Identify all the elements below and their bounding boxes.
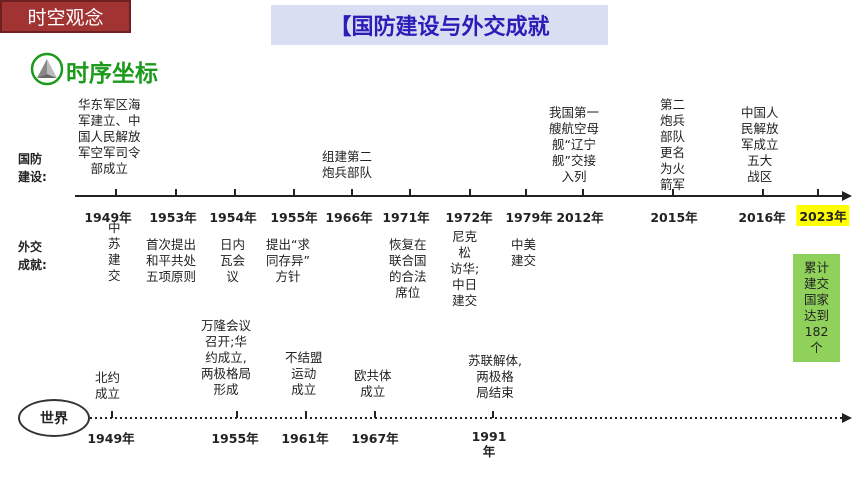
section-badge: 时空观念 [0, 0, 131, 33]
diplomacy-event: 提出“求 同存异” 方针 [266, 237, 310, 284]
diplomacy-event: 中美 建交 [511, 237, 537, 268]
diplomacy-event: 恢复在 联合国 的合法 席位 [389, 237, 427, 300]
year-label: 2015年 [650, 210, 698, 225]
world-year-label: 1949年 [87, 431, 135, 446]
world-label: 世界 [18, 399, 90, 437]
year-label-highlighted: 2023年 [796, 205, 850, 226]
diplomacy-event: 首次提出 和平共处 五项原则 [146, 237, 197, 284]
world-timeline-arrow [842, 413, 852, 423]
year-label: 1955年 [270, 210, 318, 225]
world-event: 苏联解体, 两极格 局结束 [468, 353, 522, 400]
world-timeline-ticks [111, 411, 494, 418]
defense-event: 我国第一 艘航空母 舰“辽宁 舰”交接 入列 [549, 105, 600, 184]
subheading-icon [30, 52, 64, 86]
main-timeline-arrow [842, 191, 852, 201]
defense-event: 华东军区海 军建立、中 国人民解放 军空军司令 部成立 [78, 97, 141, 176]
defense-event: 中国人 民解放 军成立 五大 战区 [741, 105, 779, 184]
world-year-label: 1991 年 [471, 429, 507, 459]
year-label: 2016年 [738, 210, 786, 225]
world-event: 北约 成立 [95, 370, 121, 401]
subheading: 时序坐标 [66, 61, 158, 87]
main-timeline-ticks [115, 189, 819, 196]
row-label-defense: 国防 建设: [18, 152, 47, 184]
world-event: 万隆会议 召开;华 约成立, 两极格局 形成 [201, 318, 252, 397]
year-label: 1971年 [382, 210, 430, 225]
world-event: 欧共体 成立 [354, 368, 392, 399]
world-year-label: 1961年 [281, 431, 329, 446]
year-label: 2012年 [556, 210, 604, 225]
diplomacy-event: 日内 瓦会 议 [220, 237, 246, 284]
diplomacy-event-highlight-box: 累计 建交 国家 达到 182 个 [793, 254, 840, 362]
defense-event: 第二 炮兵 部队 更名 为火 箭军 [660, 97, 686, 192]
year-label: 1953年 [149, 210, 197, 225]
row-label-diplomacy: 外交 成就: [18, 240, 47, 272]
world-year-label: 1955年 [211, 431, 259, 446]
year-label: 1972年 [445, 210, 493, 225]
defense-event: 组建第二 炮兵部队 [322, 149, 373, 180]
year-label: 1954年 [209, 210, 257, 225]
diplomacy-event: 尼克 松 访华; 中日 建交 [450, 229, 480, 308]
year-label: 1979年 [505, 210, 553, 225]
year-label: 1949年 [84, 210, 132, 225]
page-title-banner: 【国防建设与外交成就 [271, 5, 608, 45]
diplomacy-event: 中 苏 建 交 [108, 220, 121, 283]
world-year-label: 1967年 [351, 431, 399, 446]
year-label: 1966年 [325, 210, 373, 225]
world-event: 不结盟 运动 成立 [285, 350, 323, 397]
